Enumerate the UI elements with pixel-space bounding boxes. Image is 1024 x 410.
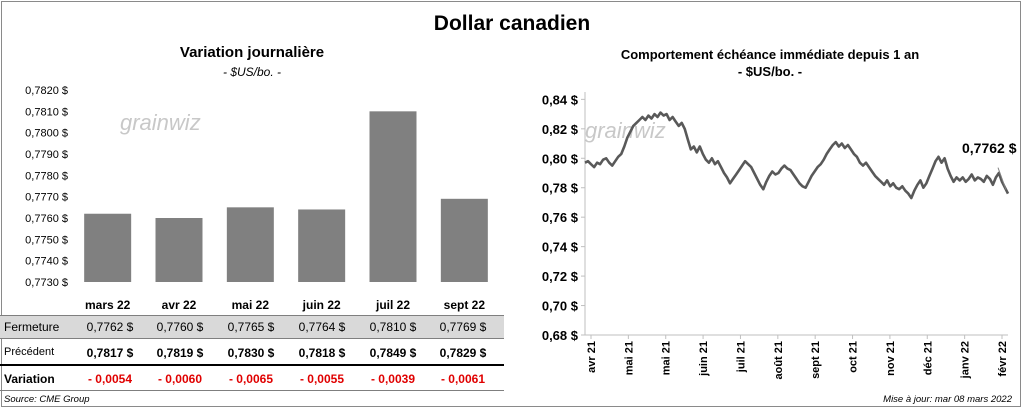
source-note: Source: CME Group [4,394,90,405]
x-tick-label: sept 21 [810,341,822,379]
x-tick-label: sept 22 [444,298,486,312]
table-cell: 0,7762 $ [86,320,134,334]
x-tick-label: avr 22 [162,298,197,312]
update-note: Mise à jour: mar 08 mars 2022 [883,394,1012,405]
left-chart-title: Variation journalière [179,44,325,61]
x-tick-label: janv 22 [960,341,972,379]
x-tick-label: févr 22 [997,341,1009,376]
x-tick-label: juin 22 [302,298,341,312]
bar [369,111,417,282]
y-tick-label: 0,76 $ [542,210,579,225]
y-tick-label: 0,7730 $ [25,277,68,289]
bar [226,207,274,282]
table-cell: - 0,0039 [370,372,416,386]
last-value-label: 0,7762 $ [962,140,1017,156]
x-tick-label: mai 21 [661,341,673,375]
x-tick-label: déc 21 [922,341,934,375]
table-cell: - 0,0060 [157,372,203,386]
row-label: Précédent [4,346,55,358]
y-tick-label: 0,78 $ [542,181,579,196]
left-chart-subtitle: - $US/bo. - [222,65,282,79]
y-tick-label: 0,70 $ [542,299,579,314]
table-cell: 0,7817 $ [86,346,134,360]
y-tick-label: 0,7740 $ [25,256,68,268]
x-tick-label: mai 22 [232,298,270,312]
table-cell: 0,7819 $ [156,346,204,360]
y-tick-label: 0,7790 $ [25,149,68,161]
last-value-leader [997,167,1007,190]
table-cell: 0,7764 $ [298,320,346,334]
table-cell: 0,7849 $ [369,346,417,360]
y-tick-label: 0,7820 $ [25,85,68,97]
x-tick-label: mai 21 [623,341,635,375]
bar [84,213,132,282]
row-label: Variation [4,372,55,386]
series-line [584,111,1010,200]
y-tick-label: 0,7770 $ [25,192,68,204]
table-cell: - 0,0065 [228,372,274,386]
table-cell: - 0,0055 [299,372,345,386]
page-title: Dollar canadien [433,12,591,35]
bar [155,218,203,282]
y-tick-label: 0,82 $ [542,122,579,137]
y-tick-label: 0,7780 $ [25,170,68,182]
y-tick-label: 0,68 $ [542,328,579,343]
table-cell: 0,7760 $ [156,320,204,334]
bar [298,209,346,282]
y-tick-label: 0,7750 $ [25,234,68,246]
x-tick-label: août 21 [773,341,785,380]
table-cell: 0,7769 $ [439,320,487,334]
right-chart-title: Comportement échéance immédiate depuis 1… [620,47,920,62]
line-chart: grainwiz 0,68 $ 0,70 $ 0,72 $ 0,74 $ 0,76 $ 0,… [542,92,1010,380]
x-tick-label: oct 21 [848,341,860,373]
table-cell: 0,7765 $ [227,320,275,334]
table-row-variation: Variation - 0,0054 - 0,0060 - 0,0065 - 0… [0,368,504,391]
y-tick-label: 0,7810 $ [25,106,68,118]
watermark: grainwiz [585,118,666,143]
x-tick-label: avr 21 [586,341,598,373]
table-cell: 0,7830 $ [227,346,275,360]
table-cell: 0,7829 $ [439,346,487,360]
table-cell: - 0,0054 [87,372,133,386]
table-row-precedent: Précédent 0,7817 $ 0,7819 $ 0,7830 $ 0,7… [0,342,504,366]
table-row-fermeture: Fermeture 0,7762 $ 0,7760 $ 0,7765 $ 0,7… [0,315,504,339]
row-label: Fermeture [4,320,60,334]
table-cell: 0,7810 $ [369,320,417,334]
right-chart-subtitle: - $US/bo. - [737,64,803,79]
bar [440,198,488,282]
y-tick-label: 0,7800 $ [25,128,68,140]
table-cell: - 0,0061 [440,372,486,386]
y-tick-label: 0,74 $ [542,240,579,255]
x-tick-label: juil 21 [735,341,747,373]
y-tick-label: 0,7760 $ [25,213,68,225]
bar-chart: grainwiz 0,7730 $ 0,7740 $ 0,7750 $ 0,7760 $… [25,85,488,312]
x-tick-label: juil 22 [375,298,410,312]
table-cell: 0,7818 $ [298,346,346,360]
y-tick-label: 0,84 $ [542,92,579,107]
y-tick-label: 0,80 $ [542,151,579,166]
y-tick-label: 0,72 $ [542,269,579,284]
x-tick-label: nov 21 [885,341,897,376]
x-tick-label: mars 22 [85,298,131,312]
x-tick-label: juin 21 [698,341,710,377]
watermark: grainwiz [120,110,201,135]
